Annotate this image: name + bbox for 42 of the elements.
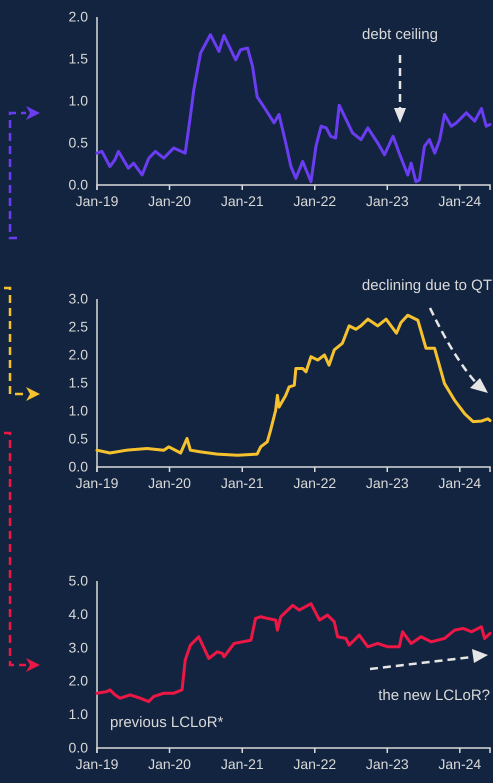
y-tick-label: 0.0 <box>68 176 88 192</box>
x-tick-label: Jan-23 <box>366 474 409 491</box>
x-tick-label: Jan-20 <box>148 192 192 209</box>
line-series <box>96 602 492 704</box>
x-tick-label: Jan-19 <box>76 192 119 209</box>
y-tick-label: 3.0 <box>68 290 88 306</box>
x-tick-label: Jan-20 <box>148 474 192 491</box>
x-tick-label: Jan-21 <box>220 756 264 772</box>
y-tick-label: 2.5 <box>68 318 88 334</box>
x-tick-label: Jan-19 <box>76 474 119 491</box>
x-tick-label: Jan-24 <box>438 192 482 209</box>
y-tick-label: 2.0 <box>68 346 88 362</box>
y-tick-label: 3.0 <box>68 639 88 656</box>
y-tick-label: 1.0 <box>68 706 88 722</box>
text: declining due to QT <box>362 277 492 294</box>
x-tick-label: Jan-22 <box>293 474 336 491</box>
x-tick-label: Jan-24 <box>438 474 482 491</box>
annotation: previous LCLoR* <box>110 714 224 731</box>
y-tick-label: 0.0 <box>68 458 88 474</box>
y-tick-label: 0.5 <box>68 430 88 446</box>
x-tick-label: Jan-19 <box>76 756 119 772</box>
y-tick-label: 1.5 <box>68 374 88 390</box>
x-tick-label: Jan-22 <box>293 192 336 209</box>
y-tick-label: 2.0 <box>68 8 88 24</box>
line-series <box>96 314 492 457</box>
x-tick-label: Jan-23 <box>366 756 409 772</box>
y-tick-label: 5.0 <box>68 572 88 588</box>
y-tick-label: 0.0 <box>68 739 88 756</box>
x-tick-label: Jan-23 <box>366 192 409 209</box>
y-tick-label: 2.0 <box>68 672 88 689</box>
y-tick-label: 1.0 <box>68 92 88 108</box>
y-tick-label: 0.5 <box>68 134 88 150</box>
x-tick-label: Jan-24 <box>438 756 482 772</box>
y-tick-label: 4.0 <box>68 606 88 622</box>
x-tick-label: Jan-21 <box>220 192 264 209</box>
x-tick-label: Jan-20 <box>148 756 192 772</box>
x-tick-label: Jan-21 <box>220 474 264 491</box>
x-tick-label: Jan-22 <box>293 756 336 772</box>
annotation: the new LCLoR? <box>378 687 490 704</box>
y-tick-label: 1.5 <box>68 50 88 66</box>
annotation: debt ceiling <box>362 26 438 43</box>
y-tick-label: 1.0 <box>68 402 88 418</box>
